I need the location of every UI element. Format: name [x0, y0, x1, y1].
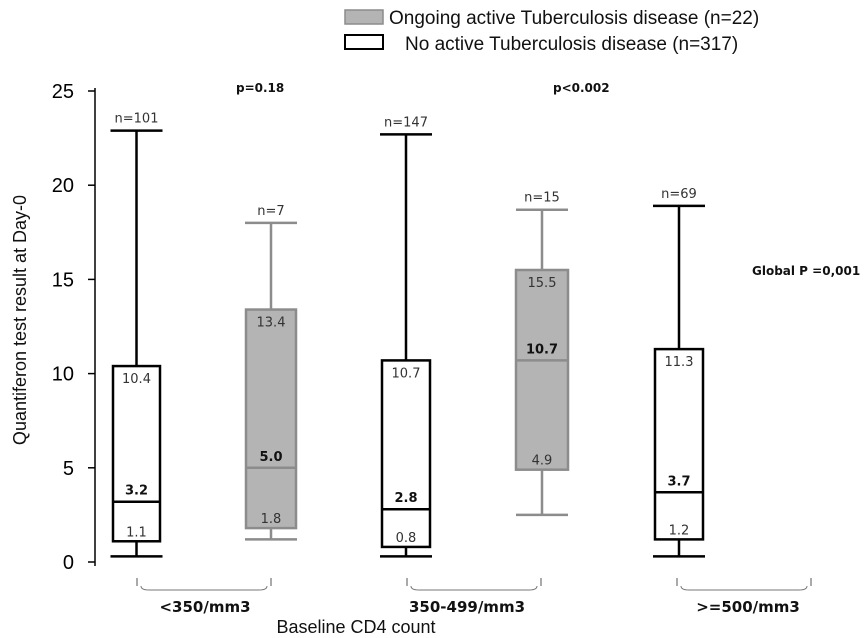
median-label: 2.8 [394, 491, 417, 506]
global-p-value: Global P =0,001 [752, 264, 860, 278]
box-iqr [380, 359, 432, 549]
group-bracket-ticks [676, 578, 812, 586]
median-label: 3.7 [667, 474, 690, 489]
group-bracket [680, 585, 808, 591]
q3-label: 15.5 [528, 276, 557, 291]
group-label: 350-499/mm3 [409, 598, 525, 616]
box-active-tb: n=15 15.5 10.7 4.9 [514, 191, 570, 517]
q1-label: 1.8 [261, 512, 282, 527]
n-label: n=147 [384, 115, 428, 130]
q1-label: 1.1 [126, 525, 147, 540]
group-labels: <350/mm3 350-499/mm3 >=500/mm3 [159, 598, 799, 616]
y-tick-label: 0 [63, 552, 74, 574]
q3-label: 11.3 [665, 355, 694, 370]
n-label: n=15 [524, 191, 560, 206]
group-label: <350/mm3 [159, 598, 250, 616]
legend-swatch-no-active-tb [344, 34, 384, 50]
box-iqr [653, 347, 705, 541]
n-label: n=101 [115, 112, 159, 127]
box-iqr [244, 308, 298, 530]
boxes: n=101 10.4 3.2 1.1 n=147 10.7 2.8 0.8 n=69 11.3 3.… [110, 112, 705, 558]
y-tick-label: 15 [52, 269, 74, 291]
q3-label: 13.4 [257, 316, 286, 331]
median-label: 5.0 [259, 450, 282, 465]
legend-label-active-tb: Ongoing active Tuberculosis disease (n=2… [389, 8, 759, 29]
box-iqr [111, 364, 162, 543]
group-bracket [140, 585, 268, 591]
q1-label: 1.2 [669, 523, 690, 538]
x-axis-title: Baseline CD4 count [276, 617, 435, 637]
box-no-active-tb: n=147 10.7 2.8 0.8 [380, 115, 432, 558]
p-value-group1: p=0.18 [236, 81, 284, 95]
box-no-active-tb: n=69 11.3 3.7 1.2 [653, 187, 705, 558]
legend-label-no-active-tb: No active Tuberculosis disease (n=317) [405, 34, 738, 55]
y-tick-label: 20 [52, 175, 74, 197]
group-bracket [410, 585, 538, 591]
median-label: 10.7 [526, 342, 558, 357]
y-axis-ticks: 0 5 10 15 20 25 [52, 81, 95, 574]
p-value-group2: p<0.002 [553, 81, 610, 95]
box-active-tb: n=7 13.4 5.0 1.8 [244, 204, 298, 541]
group-bracket-ticks [406, 578, 542, 586]
box-iqr [514, 268, 570, 471]
q1-label: 0.8 [396, 531, 417, 546]
q3-label: 10.4 [122, 372, 151, 387]
box-no-active-tb: n=101 10.4 3.2 1.1 [110, 112, 163, 558]
legend: Ongoing active Tuberculosis disease (n=2… [344, 8, 759, 55]
n-label: n=7 [257, 204, 284, 219]
group-brackets [136, 578, 812, 591]
y-axis-title: Quantiferon test result at Day-0 [10, 195, 30, 445]
legend-swatch-active-tb [344, 9, 384, 25]
n-label: n=69 [661, 187, 697, 202]
y-tick-label: 10 [52, 364, 74, 386]
median-label: 3.2 [125, 484, 148, 499]
group-label: >=500/mm3 [696, 598, 800, 616]
y-tick-label: 25 [52, 81, 74, 103]
y-tick-label: 5 [63, 458, 74, 480]
q1-label: 4.9 [532, 454, 553, 469]
q3-label: 10.7 [392, 366, 421, 381]
group-bracket-ticks [136, 578, 272, 586]
